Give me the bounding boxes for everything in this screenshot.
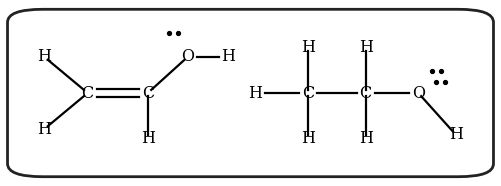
Text: C: C [82, 84, 94, 102]
Text: C: C [302, 84, 314, 102]
Text: H: H [359, 130, 373, 147]
Text: H: H [221, 48, 235, 65]
Text: H: H [301, 39, 315, 56]
Text: H: H [301, 130, 315, 147]
Text: H: H [37, 121, 51, 138]
Text: C: C [142, 84, 154, 102]
Text: H: H [37, 48, 51, 65]
Text: O: O [412, 84, 425, 102]
Text: H: H [248, 84, 263, 102]
Text: H: H [359, 39, 373, 56]
Text: C: C [360, 84, 372, 102]
Text: H: H [449, 126, 463, 143]
FancyBboxPatch shape [8, 9, 493, 177]
Text: O: O [181, 48, 194, 65]
Text: H: H [141, 130, 155, 147]
